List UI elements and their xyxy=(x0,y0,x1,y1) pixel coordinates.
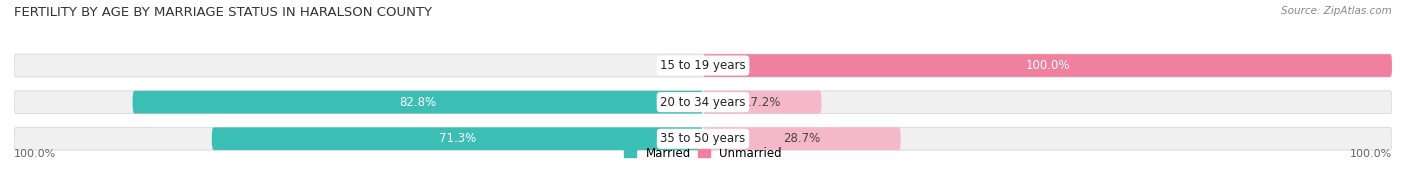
Text: 82.8%: 82.8% xyxy=(399,96,436,109)
Text: 100.0%: 100.0% xyxy=(1025,59,1070,72)
Text: 17.2%: 17.2% xyxy=(744,96,780,109)
FancyBboxPatch shape xyxy=(703,127,901,150)
FancyBboxPatch shape xyxy=(132,91,703,113)
FancyBboxPatch shape xyxy=(14,91,1392,113)
Text: 100.0%: 100.0% xyxy=(1350,149,1392,159)
Legend: Married, Unmarried: Married, Unmarried xyxy=(620,142,786,164)
FancyBboxPatch shape xyxy=(703,54,1392,77)
Text: FERTILITY BY AGE BY MARRIAGE STATUS IN HARALSON COUNTY: FERTILITY BY AGE BY MARRIAGE STATUS IN H… xyxy=(14,6,432,19)
Text: 100.0%: 100.0% xyxy=(14,149,56,159)
FancyBboxPatch shape xyxy=(212,127,703,150)
FancyBboxPatch shape xyxy=(14,54,1392,77)
Text: 28.7%: 28.7% xyxy=(783,132,821,145)
FancyBboxPatch shape xyxy=(703,91,821,113)
Text: 35 to 50 years: 35 to 50 years xyxy=(661,132,745,145)
Text: 20 to 34 years: 20 to 34 years xyxy=(661,96,745,109)
Text: Source: ZipAtlas.com: Source: ZipAtlas.com xyxy=(1281,6,1392,16)
FancyBboxPatch shape xyxy=(14,127,1392,150)
Text: 15 to 19 years: 15 to 19 years xyxy=(661,59,745,72)
Text: 71.3%: 71.3% xyxy=(439,132,477,145)
